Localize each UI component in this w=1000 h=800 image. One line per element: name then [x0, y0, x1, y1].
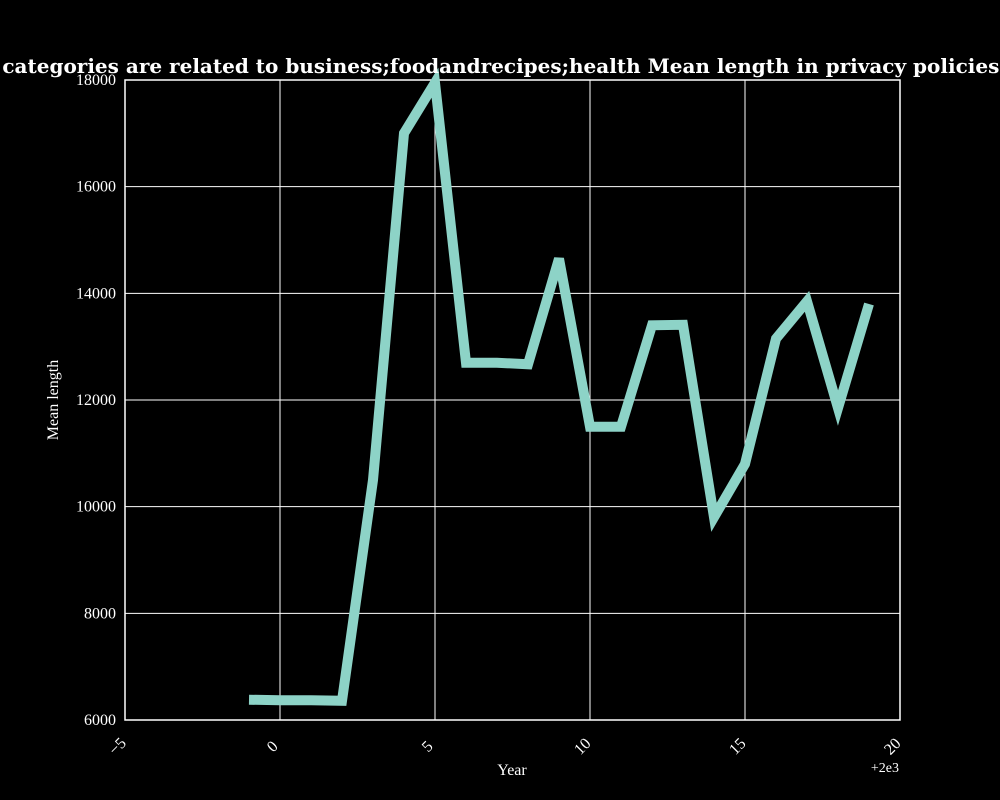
x-axis-label: Year	[497, 762, 527, 779]
x-tick-label: −5	[106, 735, 130, 759]
grid	[124, 79, 901, 721]
y-tick-label: 10000	[76, 499, 116, 516]
x-tick-label: 5	[419, 738, 437, 756]
y-tick-label: 14000	[76, 285, 116, 302]
x-ticks: −5 0 5 10 15 20	[106, 735, 905, 759]
y-tick-label: 8000	[84, 605, 116, 622]
series-line	[248, 67, 874, 706]
x-tick-label: 0	[264, 738, 282, 756]
y-axis-label: Mean length	[45, 360, 62, 440]
y-tick-label: 6000	[84, 712, 116, 729]
plot-frame	[124, 79, 901, 721]
x-tick-label: 15	[726, 735, 749, 758]
x-tick-label: 10	[571, 735, 594, 758]
chart-title: when categories are related to business;…	[0, 54, 1000, 78]
y-ticks: 6000 8000 10000 12000 14000 16000 18000	[76, 72, 116, 729]
x-tick-label: 20	[881, 735, 904, 758]
y-tick-label: 12000	[76, 392, 116, 409]
x-offset-label: +2e3	[871, 761, 899, 776]
y-tick-label: 16000	[76, 179, 116, 196]
y-tick-label: 18000	[76, 72, 116, 89]
